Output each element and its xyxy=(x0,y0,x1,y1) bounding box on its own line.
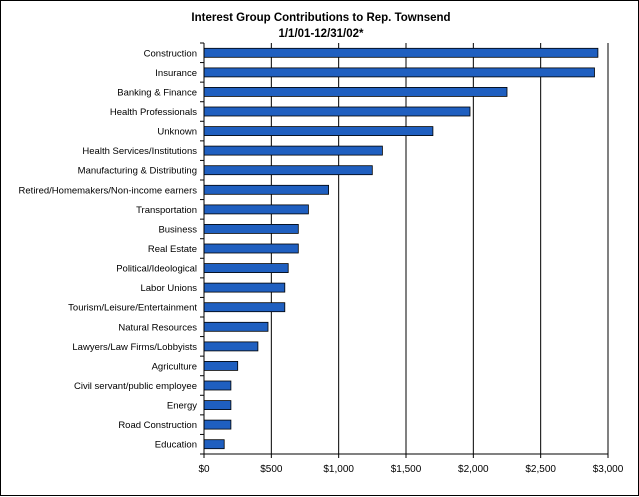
bar xyxy=(203,47,599,58)
bar xyxy=(203,400,232,411)
category-label: Road Construction xyxy=(118,420,197,431)
category-label: Unknown xyxy=(157,127,197,138)
axes xyxy=(200,42,609,458)
x-tick-labels: $0 $500 $1,000 $1,500 $2,000 $2,500 $3,000 xyxy=(198,464,623,475)
category-label: Construction xyxy=(144,48,197,59)
bar xyxy=(203,263,289,274)
bar xyxy=(203,67,595,78)
x-tick-label: $500 xyxy=(260,464,283,475)
bar xyxy=(203,360,239,371)
x-tick-label: $2,500 xyxy=(525,464,556,475)
bar xyxy=(203,204,309,215)
category-label: Education xyxy=(155,440,197,451)
bar xyxy=(203,439,225,450)
bar xyxy=(203,165,373,176)
bar xyxy=(203,243,299,254)
bar xyxy=(203,223,299,234)
bar xyxy=(203,282,286,293)
category-label: Energy xyxy=(167,401,197,412)
category-label: Transportation xyxy=(136,205,197,216)
category-label: Health Services/Institutions xyxy=(82,146,197,157)
bar xyxy=(203,380,232,391)
category-label: Tourism/Leisure/Entertainment xyxy=(68,303,197,314)
bar xyxy=(203,106,471,117)
category-label: Natural Resources xyxy=(118,322,197,333)
category-label: Civil servant/public employee xyxy=(74,381,197,392)
category-label: Real Estate xyxy=(148,244,197,255)
category-label: Business xyxy=(158,224,197,235)
category-label: Health Professionals xyxy=(110,107,197,118)
bar xyxy=(203,145,383,156)
category-labels: Construction Insurance Banking & Finance He… xyxy=(19,48,198,450)
category-label: Retired/Homemakers/Non-income earners xyxy=(19,185,198,196)
bar xyxy=(203,321,269,332)
bar xyxy=(203,419,232,430)
bar xyxy=(203,341,259,352)
category-label: Manufacturing & Distributing xyxy=(78,166,197,177)
bar xyxy=(203,184,329,195)
gridlines xyxy=(270,43,609,454)
category-label: Banking & Finance xyxy=(117,87,197,98)
category-label: Insurance xyxy=(155,68,197,79)
x-tick-label: $2,000 xyxy=(458,464,489,475)
category-label: Agriculture xyxy=(152,361,197,372)
bar xyxy=(203,302,286,313)
bar xyxy=(203,87,508,97)
chart-subtitle: 1/1/01-12/31/02* xyxy=(278,28,364,40)
bars xyxy=(203,47,599,450)
category-label: Political/Ideological xyxy=(116,264,197,275)
chart-title: Interest Group Contributions to Rep. Tow… xyxy=(191,12,450,24)
x-tick-label: $1,500 xyxy=(391,464,422,475)
x-tick-label: $3,000 xyxy=(593,464,624,475)
category-label: Lawyers/Law Firms/Lobbyists xyxy=(72,342,197,353)
x-tick-label: $0 xyxy=(198,464,210,475)
category-label: Labor Unions xyxy=(140,283,197,294)
bar xyxy=(203,126,434,136)
x-tick-label: $1,000 xyxy=(323,464,354,475)
